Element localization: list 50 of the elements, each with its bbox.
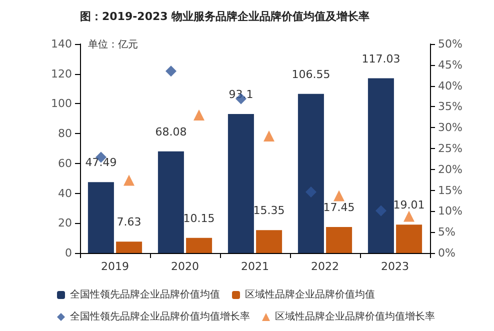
data-label: 17.45 (323, 200, 355, 214)
bar (396, 224, 422, 253)
bar (368, 78, 394, 253)
y-tick-label: 0 (65, 246, 72, 260)
x-tick-label: 2020 (171, 260, 199, 273)
y2-tick-label: 40% (438, 79, 462, 92)
y2-tick-label: 35% (438, 100, 462, 114)
y-tick-label: 100 (51, 97, 72, 110)
bar (256, 230, 282, 253)
y2-tick-label: 20% (438, 162, 462, 176)
legend-label: 区域性品牌企业品牌价值均值 (245, 288, 375, 300)
data-label: 93.1 (228, 88, 254, 102)
data-label: 15.35 (253, 204, 285, 218)
y-tick-label: 40 (58, 186, 72, 200)
y2-tick-label: 30% (438, 121, 462, 134)
bar (88, 182, 114, 253)
y-tick-label: 20 (58, 216, 72, 230)
chart-title: 图：2019-2023 物业服务品牌企业品牌价值均值及增长率 (80, 10, 370, 23)
data-label: 10.15 (183, 212, 215, 225)
y-tick-label: 60 (58, 156, 72, 170)
x-tick-label: 2021 (241, 260, 269, 273)
annotation: 单位：亿元 (88, 38, 138, 50)
x-tick-label: 2022 (311, 260, 339, 273)
bar (326, 226, 352, 253)
y2-tick-label: 10% (438, 204, 462, 218)
y2-tick-label: 50% (438, 38, 462, 50)
x-tick-label: 2023 (381, 260, 409, 273)
legend-label: 全国性领先品牌企业品牌价值均值增长率 (70, 310, 250, 322)
bar (186, 238, 212, 253)
data-label: 47.49 (85, 156, 117, 170)
bar (298, 94, 324, 253)
data-label: 68.08 (155, 125, 187, 138)
y-tick-label: 80 (58, 127, 72, 140)
bar (158, 151, 184, 253)
y2-tick-label: 25% (438, 142, 462, 155)
bar (116, 242, 142, 253)
y2-tick-label: 45% (438, 58, 462, 72)
data-label: 7.63 (116, 216, 142, 229)
data-label: 106.55 (292, 68, 330, 81)
y2-tick-label: 5% (438, 226, 456, 239)
legend-label: 全国性领先品牌企业品牌价值均值 (70, 288, 220, 300)
x-tick-label: 2019 (101, 260, 129, 273)
y-tick-label: 140 (51, 38, 72, 50)
data-label: 19.01 (393, 198, 425, 212)
data-label: 117.03 (362, 52, 400, 66)
legend-label: 区域性品牌企业品牌价值均值增长率 (275, 310, 435, 322)
y-tick-label: 120 (51, 67, 72, 80)
bar (228, 114, 254, 253)
y2-tick-label: 15% (438, 184, 462, 197)
y2-tick-label: 0% (438, 246, 456, 260)
